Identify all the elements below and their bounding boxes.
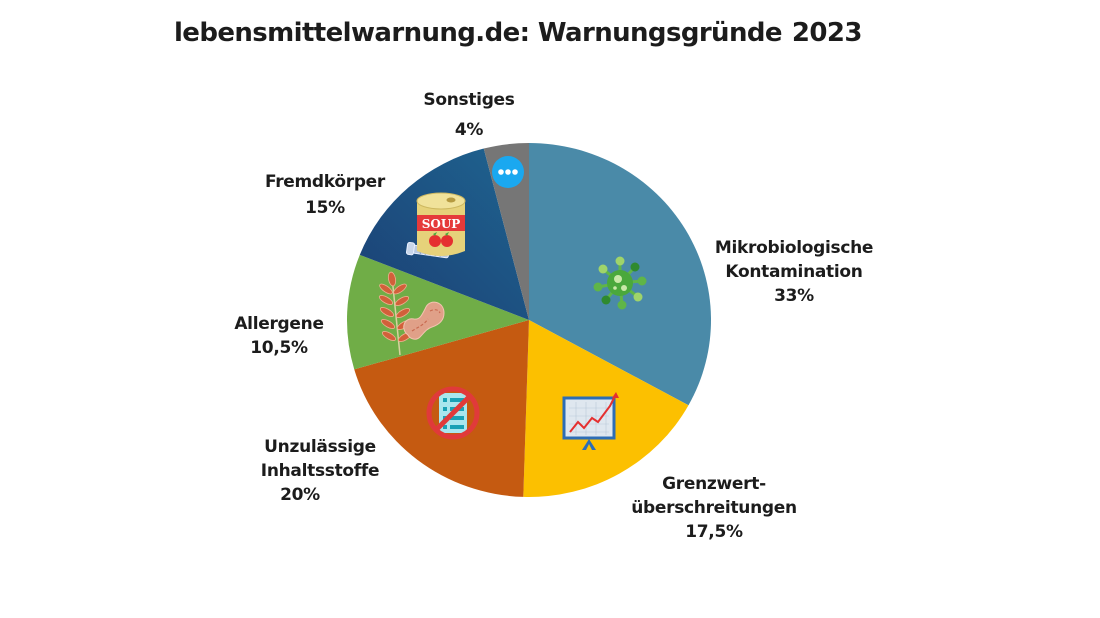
pie-slices xyxy=(347,143,712,497)
label-fremdkoerper: Fremdkörper 15% xyxy=(265,170,385,220)
label-allergene: Allergene 10,5% xyxy=(234,312,324,360)
label-unzulaessige-pct: 20% xyxy=(280,485,320,505)
label-allergene-name: Allergene xyxy=(234,314,324,334)
more-dots-icon xyxy=(492,156,524,188)
chart-board-icon xyxy=(562,392,619,450)
label-mikro-line1: Mikrobiologische xyxy=(714,238,874,258)
label-fremdkoerper-name: Fremdkörper xyxy=(264,172,386,192)
virus-icon xyxy=(593,256,647,310)
soup-can-screw-icon: SOUP xyxy=(405,192,466,259)
label-sonstiges-pct: 4% xyxy=(454,120,484,140)
chart-title-text: lebensmittelwarnung.de: Warnungsgründe xyxy=(174,18,783,48)
label-sonstiges: Sonstiges 4% xyxy=(423,88,515,142)
prohibited-list-icon xyxy=(426,386,480,440)
label-sonstiges-name: Sonstiges xyxy=(423,90,515,110)
label-grenzwertueberschreitungen: Grenzwert- überschreitungen 17,5% xyxy=(631,472,797,544)
label-allergene-pct: 10,5% xyxy=(250,338,308,358)
label-grenz-line2: überschreitungen xyxy=(631,498,797,518)
label-unzulaessige-inhaltsstoffe: Unzulässige Inhaltsstoffe 20% xyxy=(260,435,380,507)
chart-title-year: 2023 xyxy=(791,18,863,48)
label-mikro-line2: Kontamination xyxy=(725,262,863,282)
wheat-peanut-icon xyxy=(378,271,445,356)
label-unzulaessige-line2: Inhaltsstoffe xyxy=(260,461,380,481)
label-mikrobiologische-kontamination: Mikrobiologische Kontamination 33% xyxy=(714,236,874,308)
label-unzulaessige-line1: Unzulässige xyxy=(264,437,376,457)
soup-label-text: SOUP xyxy=(422,217,461,231)
label-fremdkoerper-pct: 15% xyxy=(305,198,345,218)
chart-title: lebensmittelwarnung.de: Warnungsgründe 20… xyxy=(174,18,862,48)
label-mikro-pct: 33% xyxy=(774,286,814,306)
label-grenz-pct: 17,5% xyxy=(685,522,743,542)
pie-slice-sonstiges xyxy=(483,143,529,320)
label-grenz-line1: Grenzwert- xyxy=(662,474,766,494)
